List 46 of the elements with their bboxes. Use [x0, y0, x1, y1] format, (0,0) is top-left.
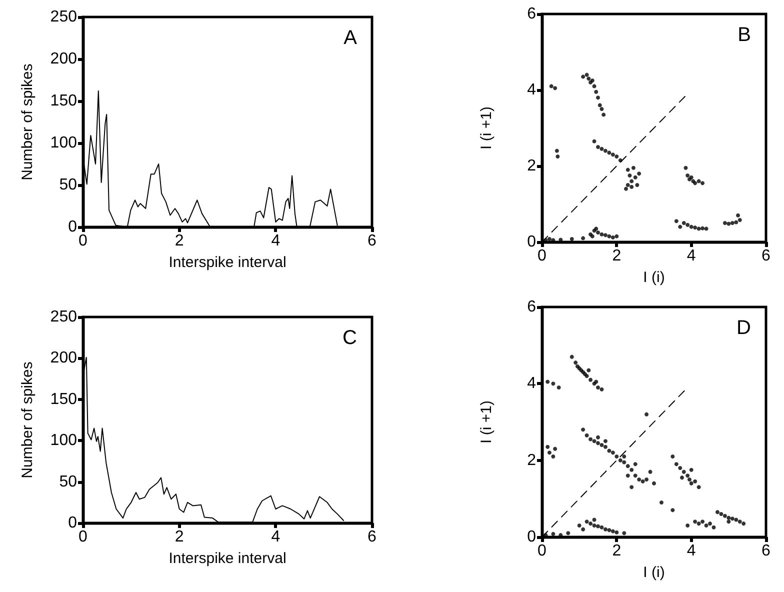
text: D	[736, 317, 752, 339]
x-tick-label: 0	[78, 232, 88, 250]
x-tick-label: 6	[368, 232, 377, 250]
y-tick-label: 200	[50, 50, 78, 68]
x-tick-label: 6	[762, 542, 771, 560]
y-tick-label: 4	[527, 82, 536, 98]
x-tick-label: 0	[78, 528, 88, 546]
y-tick-label: 200	[50, 350, 78, 367]
y-tick-label: 150	[50, 390, 78, 408]
text: C	[342, 327, 358, 349]
x-axis-title: Interspike interval	[168, 254, 286, 271]
x-tick-label: 4	[271, 528, 280, 546]
x-tick-label: 2	[174, 528, 184, 546]
x-tick-label: 4	[686, 542, 696, 560]
y-tick-label: 50	[59, 176, 78, 194]
y-tick-label: 6	[527, 6, 536, 22]
x-tick-label: 4	[271, 232, 280, 250]
y-tick-label: 250	[50, 8, 78, 26]
x-tick-label: 4	[686, 248, 696, 264]
y-tick-label: 0	[68, 218, 78, 236]
y-axis-title: Number of spikes	[19, 362, 36, 478]
x-tick-label: 0	[538, 248, 547, 264]
y-tick-label: 6	[527, 298, 536, 316]
y-tick-label: 100	[50, 432, 78, 450]
y-axis-title: I (i +1)	[478, 106, 495, 150]
x-tick-label: 2	[174, 232, 184, 250]
y-axis-title: I (i +1)	[478, 400, 495, 444]
x-axis-title: I (i)	[643, 564, 665, 581]
x-tick-label: 6	[368, 528, 377, 546]
y-tick-label: 150	[50, 92, 78, 110]
y-tick-label: 100	[50, 134, 78, 152]
y-tick-label: 2	[527, 452, 536, 469]
x-tick-label: 2	[612, 542, 622, 560]
y-tick-label: 0	[68, 514, 78, 532]
y-tick-label: 50	[59, 473, 78, 490]
x-axis-title: Interspike interval	[168, 550, 286, 567]
text: A	[344, 27, 358, 49]
y-axis-title: Number of spikes	[19, 64, 36, 180]
y-tick-label: 2	[527, 158, 536, 174]
x-tick-label: 0	[538, 542, 547, 560]
text: B	[738, 24, 752, 46]
y-tick-label: 250	[50, 308, 78, 326]
x-tick-label: 6	[762, 248, 771, 264]
x-tick-label: 2	[612, 248, 622, 264]
y-tick-label: 4	[527, 375, 536, 392]
x-axis-title: I (i)	[643, 269, 665, 286]
